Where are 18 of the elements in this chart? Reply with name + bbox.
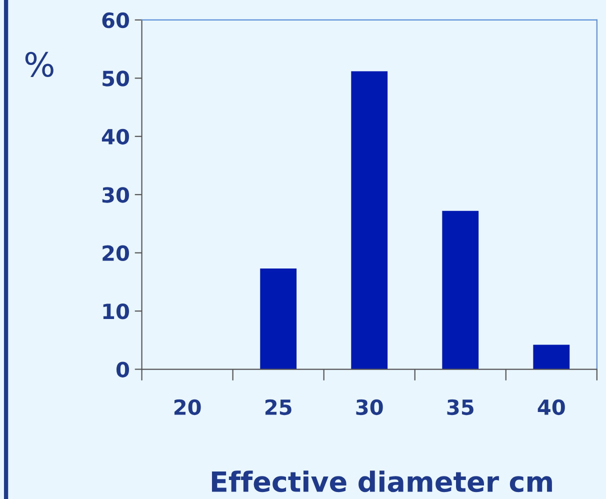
y-tick-label: 60 [102, 12, 130, 28]
y-tick-label: 40 [102, 128, 130, 145]
y-axis-title: % [25, 52, 54, 78]
bar [260, 268, 297, 370]
bar [442, 210, 479, 370]
bar [351, 71, 388, 370]
y-tick-label: 10 [103, 303, 130, 320]
x-tick-label: 40 [538, 399, 565, 416]
y-tick-label: 30 [102, 187, 130, 203]
y-tick-label: 0 [116, 362, 129, 378]
y-tick-label: 50 [102, 70, 130, 86]
y-tick-label: 20 [102, 245, 130, 262]
x-tick-label: 20 [174, 399, 201, 416]
x-axis-title: Effective diameter cm [212, 470, 552, 492]
x-tick-label: 25 [265, 399, 292, 416]
x-tick-label: 30 [356, 399, 383, 416]
x-tick-label: 35 [447, 399, 474, 416]
bar [533, 344, 570, 370]
